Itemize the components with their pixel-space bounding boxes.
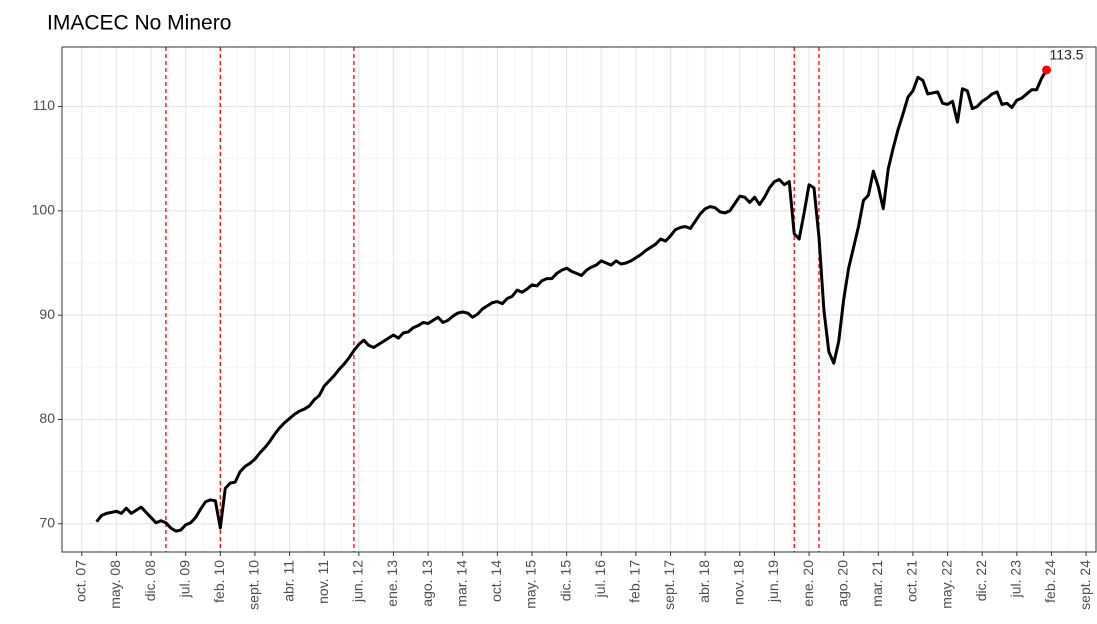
x-tick-label: sept. 17	[661, 560, 677, 610]
x-tick-label: sept. 10	[246, 560, 262, 610]
plot-background	[62, 47, 1096, 552]
y-tick-label: 70	[39, 515, 55, 531]
y-tick-label: 80	[39, 410, 55, 426]
y-tick-label: 100	[32, 202, 56, 218]
x-tick-label: dic. 22	[973, 560, 989, 601]
x-tick-label: mar. 14	[453, 560, 469, 607]
chart-title: IMACEC No Minero	[47, 12, 231, 35]
x-tick-label: oct. 14	[488, 560, 504, 602]
plot-border	[61, 46, 1097, 553]
x-tick-label: oct. 21	[904, 560, 920, 602]
x-tick-label: nov. 11	[315, 560, 331, 604]
x-tick-label: ago. 20	[834, 560, 850, 607]
x-tick-label: dic. 08	[142, 560, 158, 601]
last-value-label: 113.5	[1050, 47, 1084, 63]
x-tick-label: jul. 23	[1008, 560, 1024, 599]
x-tick-label: jul. 09	[176, 560, 192, 599]
x-tick-label: may. 15	[523, 560, 539, 609]
x-tick-label: jun. 12	[350, 560, 366, 603]
x-tick-label: feb. 24	[1042, 560, 1058, 603]
x-tick-label: mar. 21	[869, 560, 885, 607]
x-tick-label: may. 08	[107, 560, 123, 609]
line	[95, 69, 1048, 533]
x-tick-label: ene. 13	[384, 560, 400, 607]
x-tick-label: feb. 17	[627, 560, 643, 603]
x-tick-label: dic. 15	[557, 560, 573, 601]
x-tick-label: ene. 20	[800, 560, 816, 607]
x-tick-label: nov. 18	[730, 560, 746, 605]
last-point	[1042, 65, 1052, 75]
x-tick-label: abr. 18	[696, 560, 712, 603]
x-tick-label: ago. 13	[419, 560, 435, 607]
y-tick-label: 110	[33, 97, 56, 113]
x-tick-label: abr. 11	[280, 560, 296, 602]
y-tick-label: 90	[39, 306, 55, 322]
x-tick-label: sept. 24	[1077, 560, 1093, 610]
x-tick-label: feb. 10	[211, 560, 227, 603]
x-tick-label: oct. 07	[72, 560, 88, 602]
x-tick-label: jul. 16	[592, 560, 608, 599]
x-tick-label: may. 22	[938, 560, 954, 609]
x-tick-label: jun. 19	[765, 560, 781, 603]
